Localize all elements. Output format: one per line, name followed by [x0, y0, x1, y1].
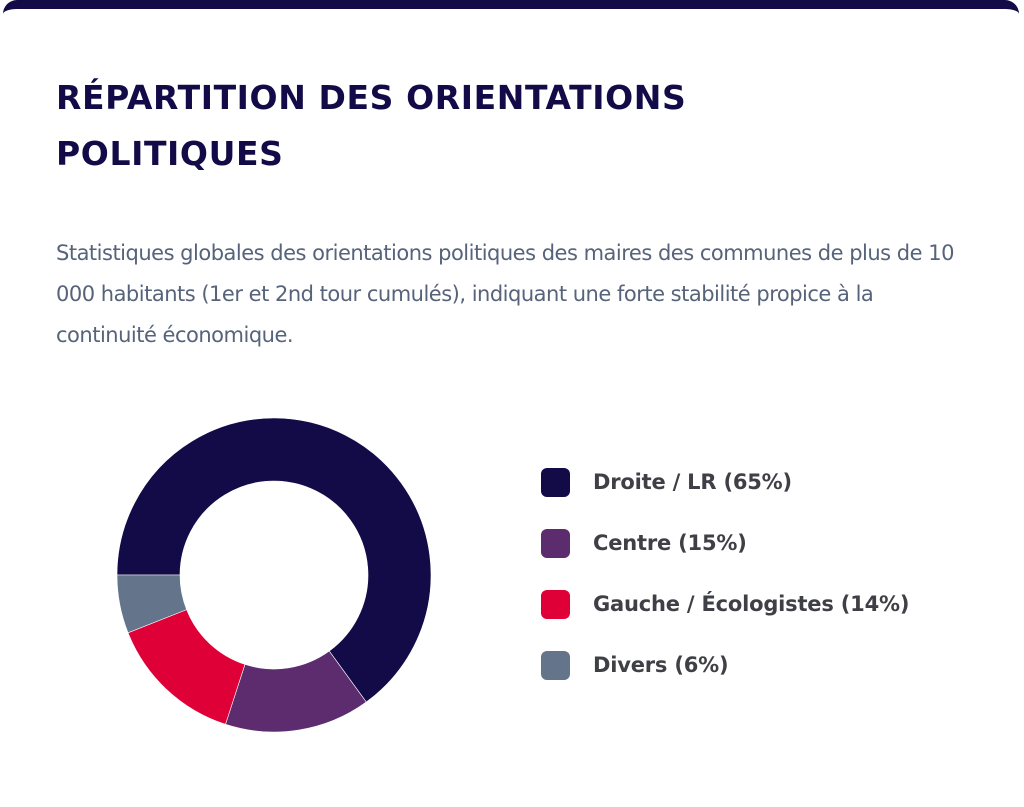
legend-item: Centre (15%) — [541, 528, 909, 558]
legend-label: Centre (15%) — [593, 531, 747, 555]
page-title: RÉPARTITION DES ORIENTATIONS POLITIQUES — [56, 78, 687, 173]
legend-item: Gauche / Écologistes (14%) — [541, 589, 909, 619]
slice-divers — [116, 574, 187, 634]
donut-chart — [116, 417, 432, 733]
slice-gauche — [127, 609, 246, 725]
legend-item: Droite / LR (65%) — [541, 467, 909, 497]
legend-swatch-centre — [541, 528, 570, 558]
chart-card: RÉPARTITION DES ORIENTATIONS POLITIQUES … — [3, 0, 1019, 807]
legend-swatch-gauche — [541, 589, 570, 619]
legend-label: Droite / LR (65%) — [593, 470, 792, 494]
chart-description: Statistiques globales des orientations p… — [56, 241, 954, 347]
legend-label: Gauche / Écologistes (14%) — [593, 592, 910, 616]
legend-swatch-divers — [541, 650, 570, 680]
chart-legend: Droite / LR (65%) Centre (15%) Gauche / … — [541, 467, 909, 711]
slice-droite — [116, 417, 432, 703]
legend-label: Divers (6%) — [593, 653, 729, 677]
legend-swatch-droite — [541, 467, 570, 497]
legend-item: Divers (6%) — [541, 650, 909, 680]
